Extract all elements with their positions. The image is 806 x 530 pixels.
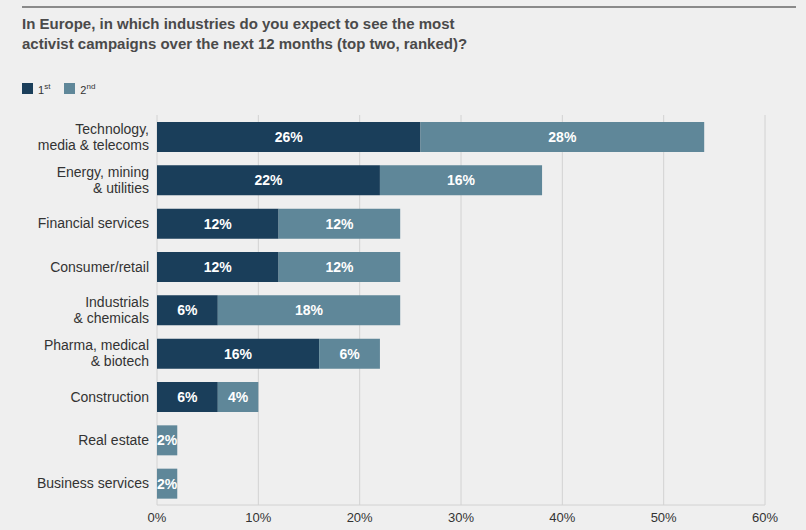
svg-text:10%: 10% (245, 510, 271, 525)
svg-text:26%: 26% (275, 129, 304, 145)
svg-text:22%: 22% (254, 172, 283, 188)
html-text:1st: 1st (38, 82, 51, 96)
svg-text:16%: 16% (224, 346, 253, 362)
svg-text:0%: 0% (148, 510, 167, 525)
svg-text:Business services: Business services (37, 475, 149, 491)
svg-text:12%: 12% (204, 259, 233, 275)
svg-text:12%: 12% (325, 216, 354, 232)
svg-text:Financial services: Financial services (38, 215, 149, 231)
svg-text:50%: 50% (651, 510, 677, 525)
svg-text:Industrials& chemicals: Industrials& chemicals (74, 294, 149, 326)
svg-text:20%: 20% (347, 510, 373, 525)
svg-text:Real estate: Real estate (78, 432, 149, 448)
svg-text:2%: 2% (157, 432, 178, 448)
html-text:2nd: 2nd (80, 82, 96, 96)
svg-text:Pharma, medical& biotech: Pharma, medical& biotech (44, 337, 149, 369)
svg-text:18%: 18% (295, 302, 324, 318)
svg-text:Technology,media & telecoms: Technology,media & telecoms (38, 121, 149, 153)
svg-text:Consumer/retail: Consumer/retail (50, 259, 149, 275)
svg-text:12%: 12% (204, 216, 233, 232)
svg-text:28%: 28% (548, 129, 577, 145)
svg-text:6%: 6% (339, 346, 360, 362)
svg-text:30%: 30% (448, 510, 474, 525)
svg-text:6%: 6% (177, 302, 198, 318)
svg-text:12%: 12% (325, 259, 354, 275)
svg-text:4%: 4% (228, 389, 249, 405)
svg-text:Energy, mining& utilities: Energy, mining& utilities (57, 164, 149, 196)
svg-text:40%: 40% (549, 510, 575, 525)
html-text:In Europe, in which industries: In Europe, in which industries do you ex… (22, 15, 468, 52)
svg-text:60%: 60% (752, 510, 778, 525)
svg-text:6%: 6% (177, 389, 198, 405)
svg-text:16%: 16% (447, 172, 476, 188)
svg-text:2%: 2% (157, 476, 178, 492)
svg-text:Construction: Construction (70, 389, 149, 405)
